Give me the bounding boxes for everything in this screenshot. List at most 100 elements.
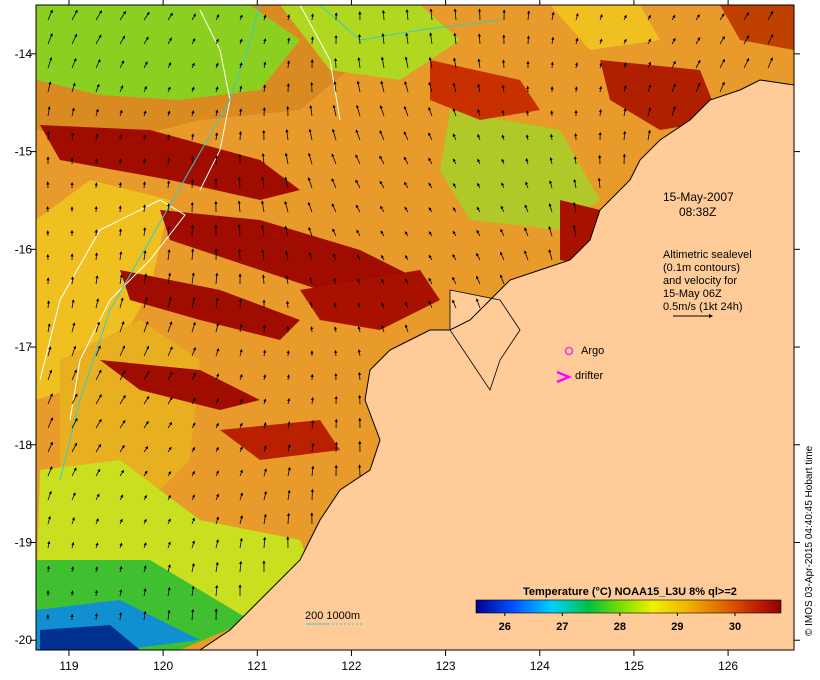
- altimetry-line-3: and velocity for: [663, 275, 737, 287]
- velocity-arrow: [47, 81, 52, 93]
- velocity-arrow: [623, 130, 627, 141]
- velocity-arrow: [623, 108, 627, 117]
- velocity-arrow: [331, 153, 337, 165]
- velocity-arrow: [263, 398, 267, 405]
- velocity-arrow: [118, 182, 122, 189]
- velocity-arrow: [575, 12, 579, 21]
- velocity-arrow: [477, 109, 481, 117]
- velocity-arrow: [572, 224, 577, 237]
- velocity-arrow: [215, 398, 219, 405]
- velocity-arrow: [238, 131, 242, 141]
- velocity-arrow: [119, 109, 123, 117]
- velocity-arrow: [404, 324, 409, 333]
- velocity-arrow: [599, 62, 603, 69]
- velocity-arrow: [95, 58, 101, 69]
- velocity-arrow: [501, 59, 506, 69]
- velocity-arrow: [239, 373, 243, 381]
- velocity-arrow: [215, 470, 219, 477]
- velocity-arrow: [284, 200, 289, 213]
- velocity-arrow: [95, 493, 100, 501]
- velocity-arrow: [285, 129, 289, 141]
- velocity-arrow: [71, 33, 78, 45]
- velocity-arrow: [429, 32, 433, 45]
- velocity-arrow: [47, 466, 53, 477]
- velocity-arrow: [215, 584, 219, 597]
- velocity-arrow: [743, 57, 750, 69]
- velocity-arrow: [452, 82, 457, 93]
- velocity-arrow: [647, 129, 651, 141]
- velocity-arrow: [167, 471, 172, 477]
- velocity-arrow: [286, 300, 290, 309]
- velocity-arrow: [215, 373, 220, 381]
- velocity-arrow: [167, 249, 171, 261]
- velocity-arrow: [95, 518, 99, 525]
- velocity-arrow: [263, 513, 267, 525]
- velocity-arrow: [215, 539, 219, 549]
- velocity-arrow: [261, 249, 265, 261]
- velocity-arrow: [404, 56, 409, 69]
- velocity-arrow: [453, 57, 457, 69]
- velocity-arrow: [143, 370, 150, 381]
- velocity-arrow: [548, 249, 553, 261]
- velocity-arrow: [190, 156, 195, 165]
- velocity-arrow: [310, 36, 314, 45]
- velocity-arrow: [70, 590, 74, 597]
- velocity-arrow: [525, 181, 529, 189]
- velocity-arrow: [379, 180, 385, 189]
- velocity-arrow: [143, 565, 147, 573]
- velocity-arrow: [767, 10, 774, 21]
- velocity-arrow: [452, 108, 457, 117]
- velocity-arrow: [143, 542, 147, 549]
- velocity-arrow: [119, 251, 123, 261]
- velocity-arrow: [334, 441, 338, 453]
- velocity-arrow: [71, 442, 78, 453]
- velocity-arrow: [475, 298, 481, 309]
- velocity-arrow: [215, 297, 219, 309]
- lat-tick-label: -16: [15, 242, 33, 256]
- velocity-arrow: [428, 277, 433, 285]
- velocity-arrow: [381, 9, 386, 21]
- velocity-arrow: [119, 345, 126, 357]
- velocity-arrow: [215, 38, 219, 45]
- velocity-arrow: [428, 207, 433, 213]
- velocity-arrow: [167, 541, 171, 549]
- velocity-arrow: [331, 203, 337, 213]
- velocity-arrow: [332, 228, 337, 237]
- velocity-arrow: [167, 421, 173, 429]
- velocity-arrow: [695, 14, 700, 21]
- velocity-arrow: [647, 61, 652, 69]
- velocity-arrow: [284, 176, 289, 189]
- velocity-arrow: [501, 158, 505, 165]
- depth-label: 200 1000m: [305, 610, 360, 622]
- lat-tick-label: -20: [15, 633, 33, 647]
- velocity-arrow: [404, 81, 409, 93]
- velocity-arrow: [119, 84, 124, 93]
- velocity-arrow: [143, 395, 150, 405]
- velocity-arrow: [239, 14, 243, 21]
- velocity-arrow: [501, 134, 505, 141]
- velocity-arrow: [239, 560, 243, 573]
- velocity-arrow: [95, 418, 102, 429]
- velocity-arrow: [95, 275, 99, 285]
- velocity-arrow: [524, 227, 529, 237]
- velocity-arrow: [477, 33, 481, 45]
- velocity-arrow: [380, 230, 385, 237]
- velocity-arrow: [527, 10, 531, 21]
- velocity-arrow: [500, 228, 505, 237]
- velocity-arrow: [695, 82, 701, 93]
- velocity-arrow: [95, 133, 99, 141]
- velocity-arrow: [167, 296, 172, 309]
- velocity-arrow: [143, 85, 147, 93]
- velocity-arrow: [671, 37, 676, 45]
- velocity-arrow: [380, 205, 385, 213]
- velocity-arrow: [95, 298, 100, 309]
- altimetry-line-1: Altimetric sealevel: [663, 249, 752, 261]
- velocity-arrow: [239, 323, 243, 333]
- velocity-arrow: [453, 8, 457, 21]
- velocity-arrow: [403, 156, 409, 165]
- velocity-arrow: [381, 302, 385, 309]
- velocity-arrow: [284, 152, 289, 165]
- velocity-arrow: [239, 492, 244, 501]
- velocity-arrow: [263, 445, 267, 453]
- velocity-arrow: [167, 518, 171, 525]
